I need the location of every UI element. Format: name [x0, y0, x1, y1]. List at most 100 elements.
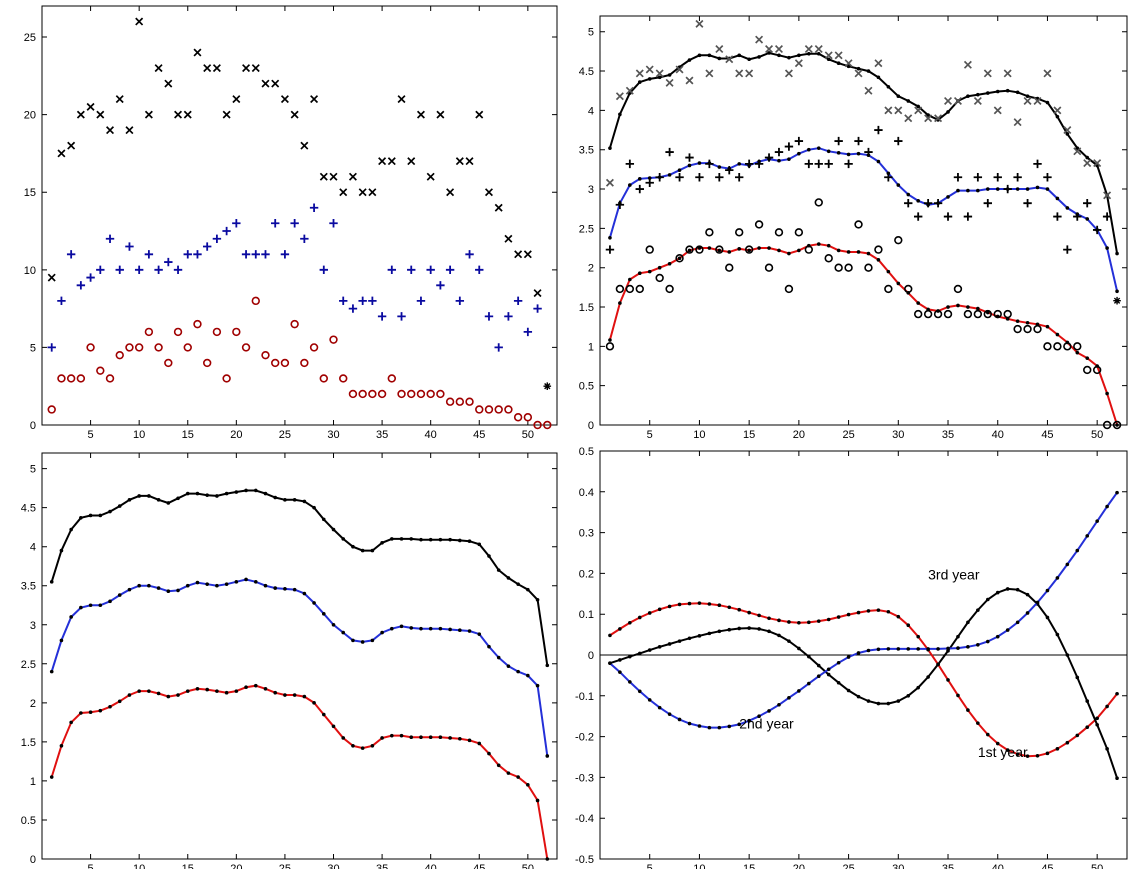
data-point	[816, 674, 821, 679]
data-point	[545, 857, 550, 861]
data-point	[904, 114, 913, 123]
x-tick-label: 40	[992, 429, 1004, 441]
data-point	[1023, 324, 1032, 334]
data-point	[963, 212, 973, 221]
x-tick-label: 35	[376, 429, 388, 441]
data-point	[1015, 587, 1020, 592]
data-point	[166, 501, 171, 505]
data-point	[1105, 391, 1109, 396]
data-point	[665, 78, 674, 87]
data-point	[697, 246, 702, 250]
data-point	[993, 309, 1002, 319]
data-point	[675, 65, 684, 74]
data-point	[484, 405, 494, 414]
data-point	[1115, 691, 1119, 696]
data-point	[1033, 324, 1042, 334]
data-point	[754, 159, 764, 169]
data-point	[637, 80, 642, 84]
data-point	[777, 618, 781, 623]
data-point	[96, 265, 105, 275]
data-point	[737, 53, 742, 58]
data-point	[735, 173, 744, 182]
data-point	[946, 678, 950, 682]
data-point	[933, 198, 943, 208]
data-point	[232, 95, 241, 104]
data-point	[747, 718, 751, 723]
data-point	[816, 242, 821, 246]
y-tick-label: 4.5	[21, 503, 36, 515]
data-point	[956, 188, 960, 193]
data-point	[846, 655, 851, 659]
data-point	[1065, 653, 1070, 657]
data-point	[926, 675, 930, 679]
data-point	[856, 610, 861, 615]
data-point	[966, 188, 970, 193]
data-point	[894, 136, 903, 146]
data-point	[47, 273, 56, 282]
data-point	[834, 263, 843, 272]
data-point	[894, 235, 903, 245]
data-point	[380, 630, 384, 635]
data-point	[807, 654, 811, 659]
x-tick-label: 15	[182, 863, 194, 869]
data-point	[896, 94, 901, 99]
data-point	[615, 92, 624, 101]
data-point	[864, 86, 873, 95]
data-point	[744, 245, 754, 254]
data-point	[983, 198, 992, 208]
data-point	[387, 374, 397, 383]
data-point	[409, 537, 414, 541]
data-point	[1085, 534, 1090, 538]
data-point	[816, 146, 821, 150]
data-point	[836, 660, 841, 665]
data-point	[866, 609, 871, 613]
data-point	[156, 586, 161, 590]
data-point	[419, 626, 423, 631]
data-point	[665, 147, 674, 157]
data-point	[117, 593, 122, 597]
data-point	[144, 327, 154, 337]
data-point	[657, 607, 662, 612]
data-point	[154, 343, 163, 352]
data-point	[655, 69, 664, 78]
x-tick-label: 30	[892, 429, 904, 441]
data-point	[727, 627, 732, 632]
data-point	[127, 693, 132, 697]
data-point	[1023, 198, 1032, 208]
data-point	[1045, 100, 1050, 105]
data-point	[747, 248, 751, 253]
x-tick-label: 15	[743, 429, 755, 441]
x-tick-label: 40	[425, 863, 437, 869]
data-point	[506, 576, 511, 580]
data-point	[618, 112, 622, 117]
data-point	[88, 513, 93, 518]
data-point	[824, 254, 833, 263]
data-point	[797, 248, 801, 253]
data-point	[467, 738, 472, 743]
data-point	[331, 527, 336, 532]
data-point	[409, 626, 414, 630]
data-point	[826, 667, 831, 672]
data-point	[983, 69, 992, 78]
data-point	[985, 639, 990, 644]
data-point	[283, 587, 287, 591]
data-point	[1025, 592, 1030, 597]
y-tick-label: 4	[30, 542, 36, 554]
data-point	[896, 281, 901, 286]
data-point	[504, 405, 513, 414]
data-point	[263, 686, 268, 691]
data-point	[339, 296, 348, 306]
data-point	[856, 694, 861, 699]
data-point	[98, 708, 103, 713]
data-point	[195, 491, 200, 496]
data-point	[876, 159, 881, 164]
data-point	[618, 301, 622, 305]
data-point	[797, 689, 801, 693]
y-tick-label: 3	[30, 620, 36, 632]
data-point	[241, 250, 251, 259]
data-point	[487, 751, 491, 756]
data-point	[836, 151, 841, 155]
data-point	[224, 491, 229, 496]
data-point	[263, 491, 268, 496]
data-point	[458, 628, 462, 633]
